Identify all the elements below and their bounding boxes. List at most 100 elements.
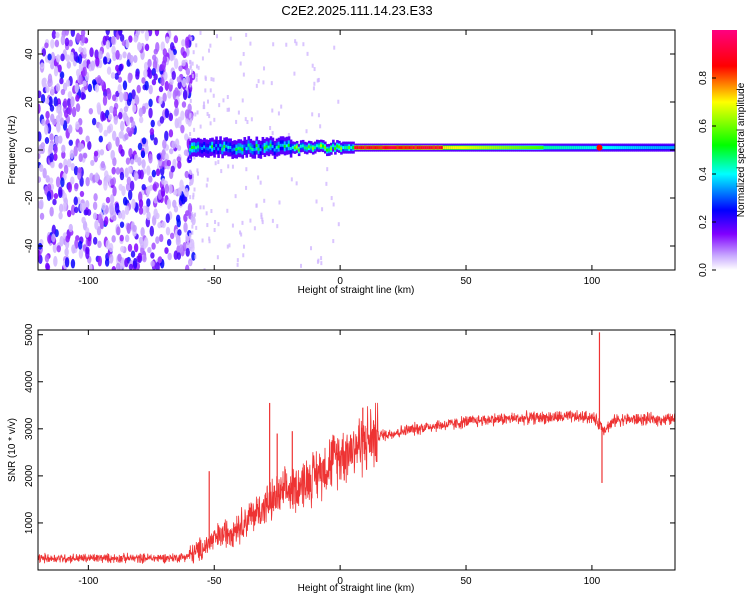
heatmap-cell [129,158,135,165]
heatmap-cell [306,51,309,56]
heatmap-cell [82,60,87,69]
heatmap-cell [197,145,200,149]
heatmap-cell [120,245,125,253]
heatmap-cell [117,76,123,83]
heatmap-cell [271,131,274,136]
heatmap-cell [47,53,52,61]
heatmap-cell [124,205,130,216]
heatmap-cell [350,146,353,150]
heatmap-cell [85,135,90,143]
heatmap-cell [99,149,105,156]
heatmap-cell [185,40,190,49]
heatmap-cell [178,244,184,253]
heatmap-cell [173,35,179,44]
heatmap-cell [66,61,72,69]
heatmap-cell [75,103,81,112]
heatmap-cell [208,48,211,53]
heatmap-cell [138,206,144,215]
heatmap-cell [239,61,242,66]
heatmap-cell [156,153,161,160]
snr-x-tick-label: -50 [207,576,222,587]
heatmap-cell [137,43,143,51]
heatmap-cell [96,74,102,84]
heatmap-cell [194,254,197,259]
heatmap-cell [467,146,470,150]
heatmap-cell [317,113,320,118]
heatmap-cell [420,146,424,150]
heatmap-cell [290,177,293,182]
heatmap-cell [545,146,549,150]
heatmap-cell [313,146,317,150]
snr-x-tick-label: -100 [78,576,98,587]
heatmap-cell [112,94,117,102]
heatmap-cell [195,64,198,69]
heatmap-cell [44,124,49,135]
heatmap-cell [184,264,190,270]
heatmap-cell [111,166,116,175]
heatmap-cell [67,104,73,116]
heatmap-cell [39,164,44,173]
heatmap-cell [257,79,260,84]
heatmap-cell [316,259,319,264]
heatmap-cell [446,146,450,150]
heatmap-cell [161,177,166,185]
heatmap-cell [87,83,93,93]
heatmap-cell [218,103,221,108]
heatmap-cell [656,146,659,150]
heatmap-cell [129,54,134,64]
heatmap-cell [181,101,187,108]
heatmap-cell [102,95,108,106]
heatmap-cell [196,171,199,176]
heatmap-cell [42,167,47,179]
heatmap-cell [244,117,247,122]
heatmap-cell [137,156,142,167]
heatmap-cell [236,258,239,263]
spectrogram-y-tick-label: 0 [24,147,35,153]
heatmap-cell [106,125,112,134]
heatmap-cell [52,242,58,254]
heatmap-cell [630,146,633,150]
heatmap-cell [125,116,131,126]
heatmap-cell [499,146,502,150]
heatmap-cell [85,248,90,260]
heatmap-cell [130,250,136,258]
heatmap-cell [159,63,164,72]
heatmap-cell [147,247,152,254]
heatmap-cell [201,147,204,151]
heatmap-cell [185,67,191,76]
heatmap-cell [51,118,57,126]
heatmap-cell [163,71,168,81]
heatmap-cell [111,266,117,270]
heatmap-cell [51,224,56,236]
heatmap-cell [75,32,81,44]
heatmap-cell [61,150,66,159]
heatmap-cell [243,144,247,148]
heatmap-cell [293,146,297,150]
heatmap-cell [202,101,205,106]
heatmap-cell [205,146,208,150]
heatmap-cell [180,124,185,134]
heatmap-cell [432,146,436,150]
heatmap-cell [452,146,456,150]
heatmap-cell [320,261,323,266]
heatmap-cell [118,131,123,139]
heatmap-cell [390,146,394,150]
heatmap-cell [189,59,192,64]
heatmap-cell [49,152,54,163]
heatmap-cell [287,143,291,147]
heatmap-cell [172,48,177,56]
heatmap-cell [53,96,58,107]
heatmap-cell [174,98,179,109]
heatmap-cell [148,84,153,95]
heatmap-cell [135,71,140,80]
heatmap-cell [50,38,55,49]
heatmap-cell [162,48,168,57]
heatmap-cell [606,146,609,150]
heatmap-cell [601,146,605,150]
heatmap-cell [338,145,341,149]
heatmap-cell [89,47,94,58]
heatmap-cell [191,224,194,229]
heatmap-cell [98,135,104,143]
heatmap-cell [103,129,108,137]
heatmap-cell [240,232,243,237]
